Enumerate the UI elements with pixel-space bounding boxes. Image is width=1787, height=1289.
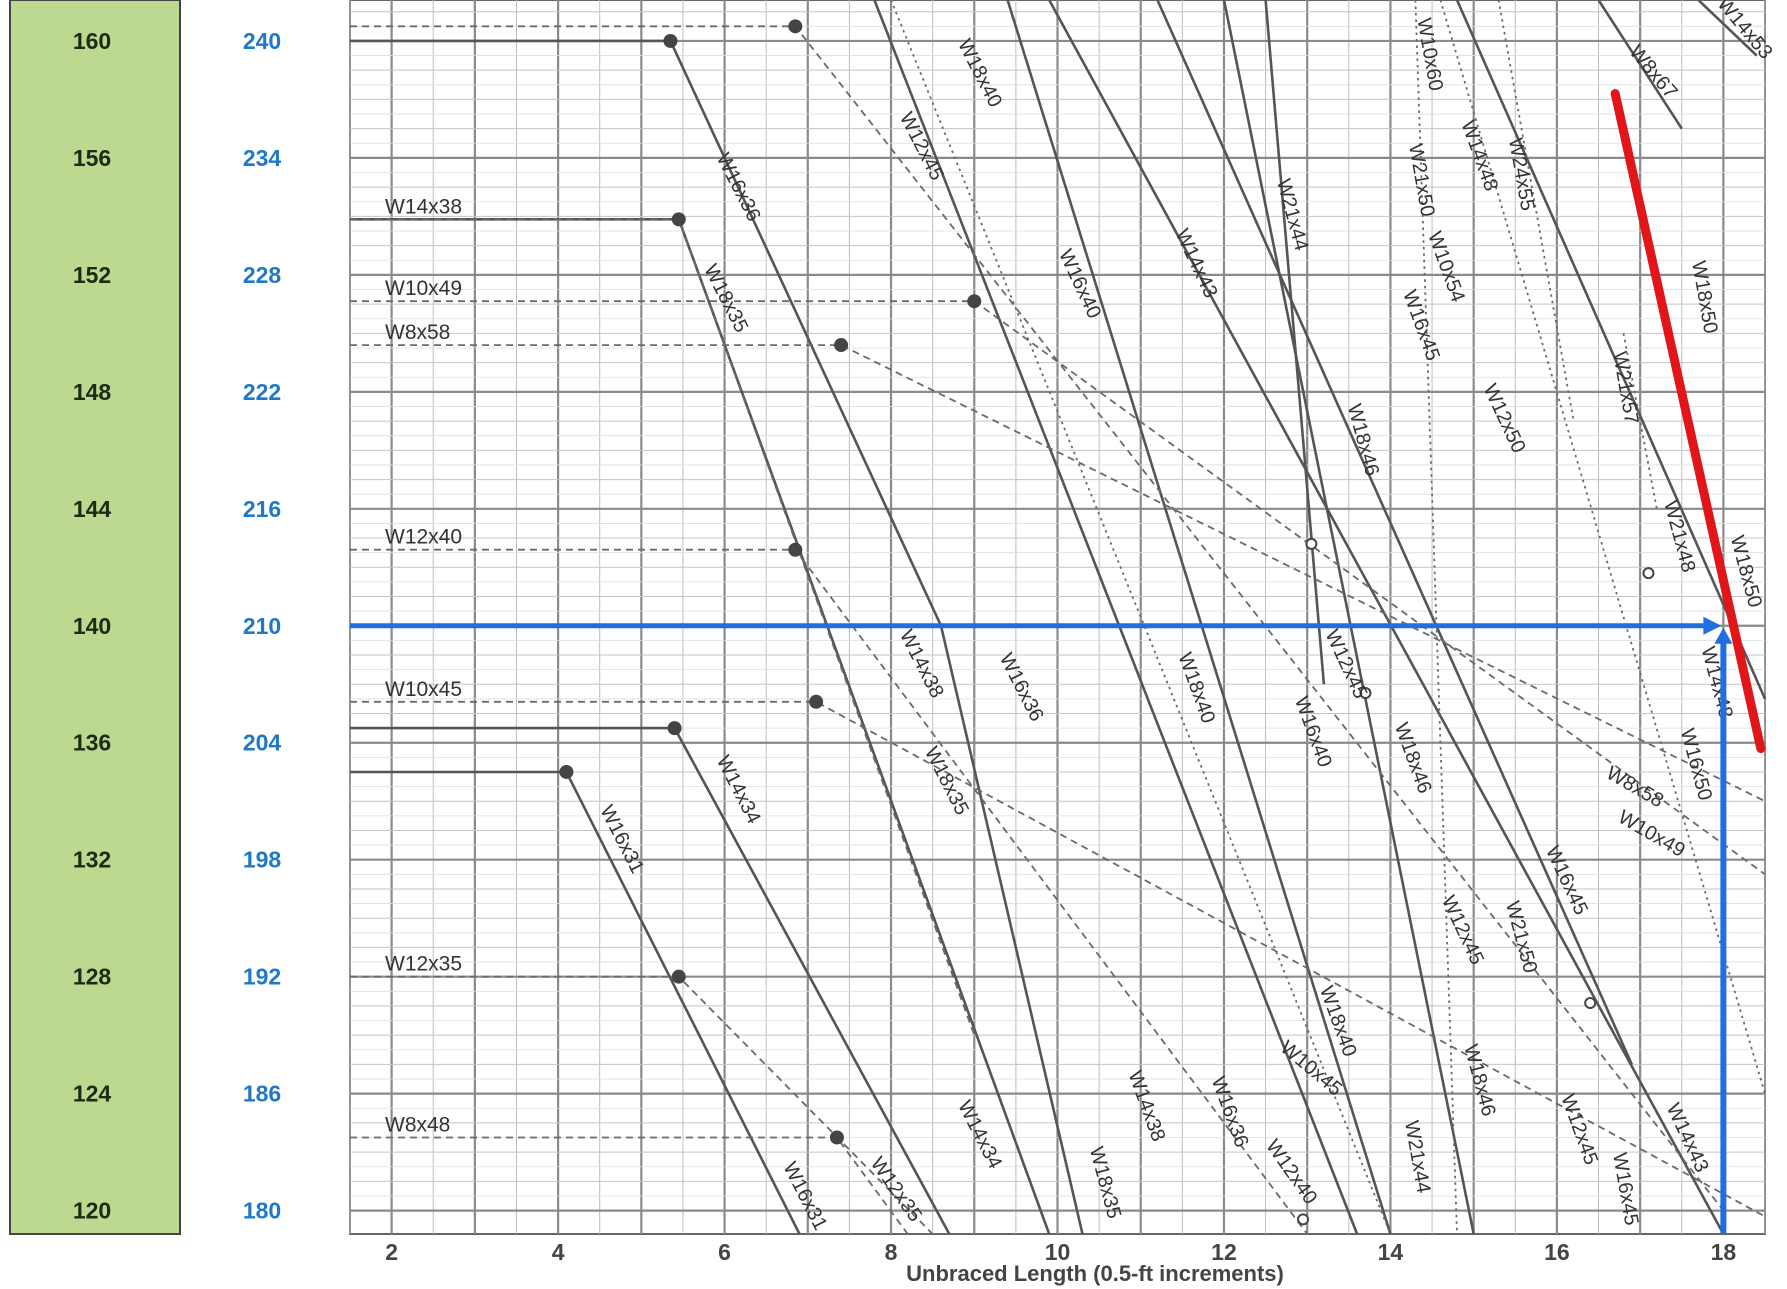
edge-label: W12x35 xyxy=(385,953,462,976)
highlight-layer xyxy=(350,89,1766,1234)
y-tick-left: 152 xyxy=(73,262,111,288)
highlight-curve-w18x50 xyxy=(1610,89,1766,754)
marker-filled xyxy=(967,294,982,309)
y-tick-left: 124 xyxy=(73,1081,112,1107)
y-tick-right: 204 xyxy=(243,730,282,756)
marker-open xyxy=(1297,1213,1310,1226)
marker-filled xyxy=(788,19,803,34)
selection-arrow-right xyxy=(1703,616,1722,635)
edge-label: W8x48 xyxy=(385,1114,450,1137)
left-y-tick-labels: 160 156 152 148 144 140 136 132 128 124 120 xyxy=(73,28,112,1224)
marker-filled xyxy=(788,542,803,557)
selection-arrow-up xyxy=(1714,627,1733,644)
x-tick: 14 xyxy=(1378,1239,1404,1265)
marker-filled xyxy=(667,721,682,736)
curve-w14x43 xyxy=(1048,0,1725,1235)
y-tick-right: 180 xyxy=(243,1198,281,1224)
y-tick-left: 132 xyxy=(73,847,111,873)
y-tick-right: 234 xyxy=(243,145,282,171)
marker-filled xyxy=(671,969,686,984)
marker-filled xyxy=(834,338,849,353)
x-tick: 16 xyxy=(1544,1239,1570,1265)
y-tick-right: 210 xyxy=(243,613,281,639)
marker-filled xyxy=(809,694,824,709)
marker-filled xyxy=(829,1130,844,1145)
curve-w14x53 xyxy=(1697,0,1758,57)
y-tick-left: 120 xyxy=(73,1198,111,1224)
marker-filled xyxy=(671,212,686,227)
marker-filled xyxy=(559,764,574,779)
x-tick: 12 xyxy=(1211,1239,1237,1265)
left-axis-band xyxy=(9,0,181,1235)
y-tick-left: 128 xyxy=(73,964,112,990)
edge-label: W14x38 xyxy=(385,195,462,218)
edge-label: W10x45 xyxy=(385,678,462,701)
y-tick-right: 192 xyxy=(243,964,281,990)
edge-label: W12x40 xyxy=(385,526,462,549)
x-tick: 4 xyxy=(552,1239,565,1265)
marker-open xyxy=(1584,996,1597,1009)
y-tick-left: 136 xyxy=(73,730,111,756)
marker-open xyxy=(1305,537,1318,550)
curve-w21x50 xyxy=(1414,0,1458,1235)
curve-w8x67 xyxy=(1597,0,1683,130)
x-tick: 10 xyxy=(1045,1239,1071,1265)
x-tick: 8 xyxy=(885,1239,898,1265)
curve-markers xyxy=(559,19,1655,1226)
x-axis-label: Unbraced Length (0.5-ft increments) xyxy=(906,1261,1284,1286)
y-tick-left: 156 xyxy=(73,145,111,171)
y-tick-left: 140 xyxy=(73,613,111,639)
curve-w18x40 xyxy=(890,0,1392,1235)
curve-w16x45 xyxy=(1156,0,1633,1065)
marker-open xyxy=(1359,687,1372,700)
marker-open xyxy=(1642,567,1655,580)
x-tick: 18 xyxy=(1711,1239,1737,1265)
curve-w10x60 xyxy=(1439,0,1766,1094)
curve-w8x58 xyxy=(350,344,1766,803)
y-tick-right: 222 xyxy=(243,379,281,405)
grid xyxy=(349,0,1766,1235)
edge-label: W8x58 xyxy=(385,321,450,344)
y-tick-right: 198 xyxy=(243,847,282,873)
x-tick-labels: 2 4 6 8 10 12 14 16 18 xyxy=(385,1239,1736,1265)
edge-label: W10x49 xyxy=(385,277,462,300)
y-tick-left: 144 xyxy=(73,496,112,522)
x-tick: 6 xyxy=(718,1239,731,1265)
curve-w16x40 xyxy=(873,0,1359,1235)
y-tick-right: 240 xyxy=(243,28,281,54)
y-tick-right: 216 xyxy=(243,496,281,522)
curve-w18x40 xyxy=(1006,0,1392,1235)
y-tick-right: 228 xyxy=(243,262,282,288)
curve-w18x46 xyxy=(1264,0,1326,685)
y-tick-right: 186 xyxy=(243,1081,281,1107)
y-tick-left: 160 xyxy=(73,28,111,54)
x-tick: 2 xyxy=(385,1239,398,1265)
y-tick-left: 148 xyxy=(73,379,112,405)
curve-w21x44 xyxy=(1222,0,1475,1235)
right-y-tick-labels: 240 234 228 222 216 210 204 198 192 186 180 xyxy=(243,28,282,1224)
curve-w16x36 xyxy=(350,39,1084,1235)
marker-filled xyxy=(663,33,678,48)
curve-w14x48 xyxy=(1455,0,1767,700)
